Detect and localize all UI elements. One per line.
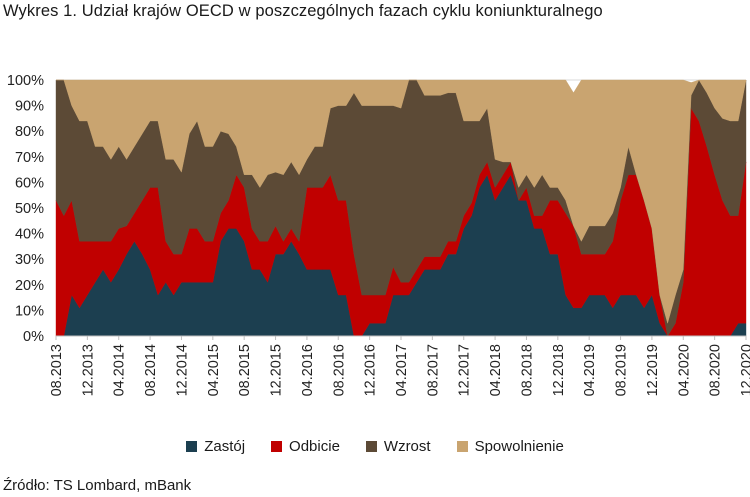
x-tick-label: 08.2013 xyxy=(49,344,65,396)
legend-label: Zastój xyxy=(204,438,246,455)
x-tick-label: 12.2014 xyxy=(174,344,190,396)
y-tick-label: 60% xyxy=(15,175,44,191)
x-tick-label: 12.2018 xyxy=(551,344,567,396)
x-axis: 08.2013 12.2013 04.2014 08.2014 12.2014 04.20… xyxy=(49,335,750,396)
legend-label: Odbicie xyxy=(289,438,340,455)
legend: Zastój Odbicie Wzrost Spowolnienie xyxy=(0,438,750,455)
legend-item: Odbicie xyxy=(271,438,340,455)
x-tick-label: 12.2013 xyxy=(80,344,96,396)
legend-item: Wzrost xyxy=(365,438,431,455)
y-tick-label: 50% xyxy=(15,201,44,217)
legend-swatch xyxy=(456,441,468,452)
x-tick-label: 08.2014 xyxy=(143,344,159,396)
x-tick-label: 08.2020 xyxy=(708,344,724,396)
x-tick-label: 04.2020 xyxy=(676,344,692,396)
x-tick-label: 04.2018 xyxy=(488,344,504,396)
chart-title: Wykres 1. Udział krajów OECD w poszczegó… xyxy=(3,2,603,20)
y-tick-label: 70% xyxy=(15,150,44,166)
x-tick-label: 12.2019 xyxy=(645,344,661,396)
x-tick-label: 12.2015 xyxy=(269,344,285,396)
x-tick-label: 04.2016 xyxy=(300,344,316,396)
x-tick-label: 12.2016 xyxy=(363,344,379,396)
y-tick-label: 90% xyxy=(15,99,44,115)
legend-swatch xyxy=(186,441,198,452)
y-tick-label: 20% xyxy=(15,278,44,294)
x-tick-label: 08.2017 xyxy=(425,344,441,396)
legend-swatch xyxy=(365,441,377,452)
x-tick-label: 04.2017 xyxy=(394,344,410,396)
y-tick-label: 100% xyxy=(7,73,44,89)
y-tick-label: 80% xyxy=(15,124,44,140)
legend-label: Wzrost xyxy=(383,438,431,455)
y-tick-label: 40% xyxy=(15,227,44,243)
areas xyxy=(55,79,747,337)
area-Spowolnienie xyxy=(56,79,747,324)
x-tick-label: 04.2014 xyxy=(112,344,128,396)
legend-item: Spowolnienie xyxy=(456,438,564,455)
x-tick-label: 08.2015 xyxy=(237,344,253,396)
x-tick-label: 04.2015 xyxy=(206,344,222,396)
legend-item: Zastój xyxy=(186,438,245,455)
x-tick-label: 08.2016 xyxy=(331,344,347,396)
x-tick-label: 12.2017 xyxy=(457,344,473,396)
x-tick-label: 04.2019 xyxy=(582,344,598,396)
x-tick-label: 08.2019 xyxy=(614,344,630,396)
x-tick-label: 12.2020 xyxy=(739,344,750,396)
y-tick-label: 30% xyxy=(15,252,44,268)
x-tick-label: 08.2018 xyxy=(519,344,535,396)
legend-label: Spowolnienie xyxy=(474,438,564,455)
legend-swatch xyxy=(271,441,283,452)
y-tick-label: 10% xyxy=(15,303,44,319)
y-tick-label: 0% xyxy=(23,329,44,345)
source-note: Źródło: TS Lombard, mBank xyxy=(3,477,192,494)
y-axis: 0% 10% 20% 30% 40% 50% 60% 70% 80% 90% 100% xyxy=(7,73,44,345)
